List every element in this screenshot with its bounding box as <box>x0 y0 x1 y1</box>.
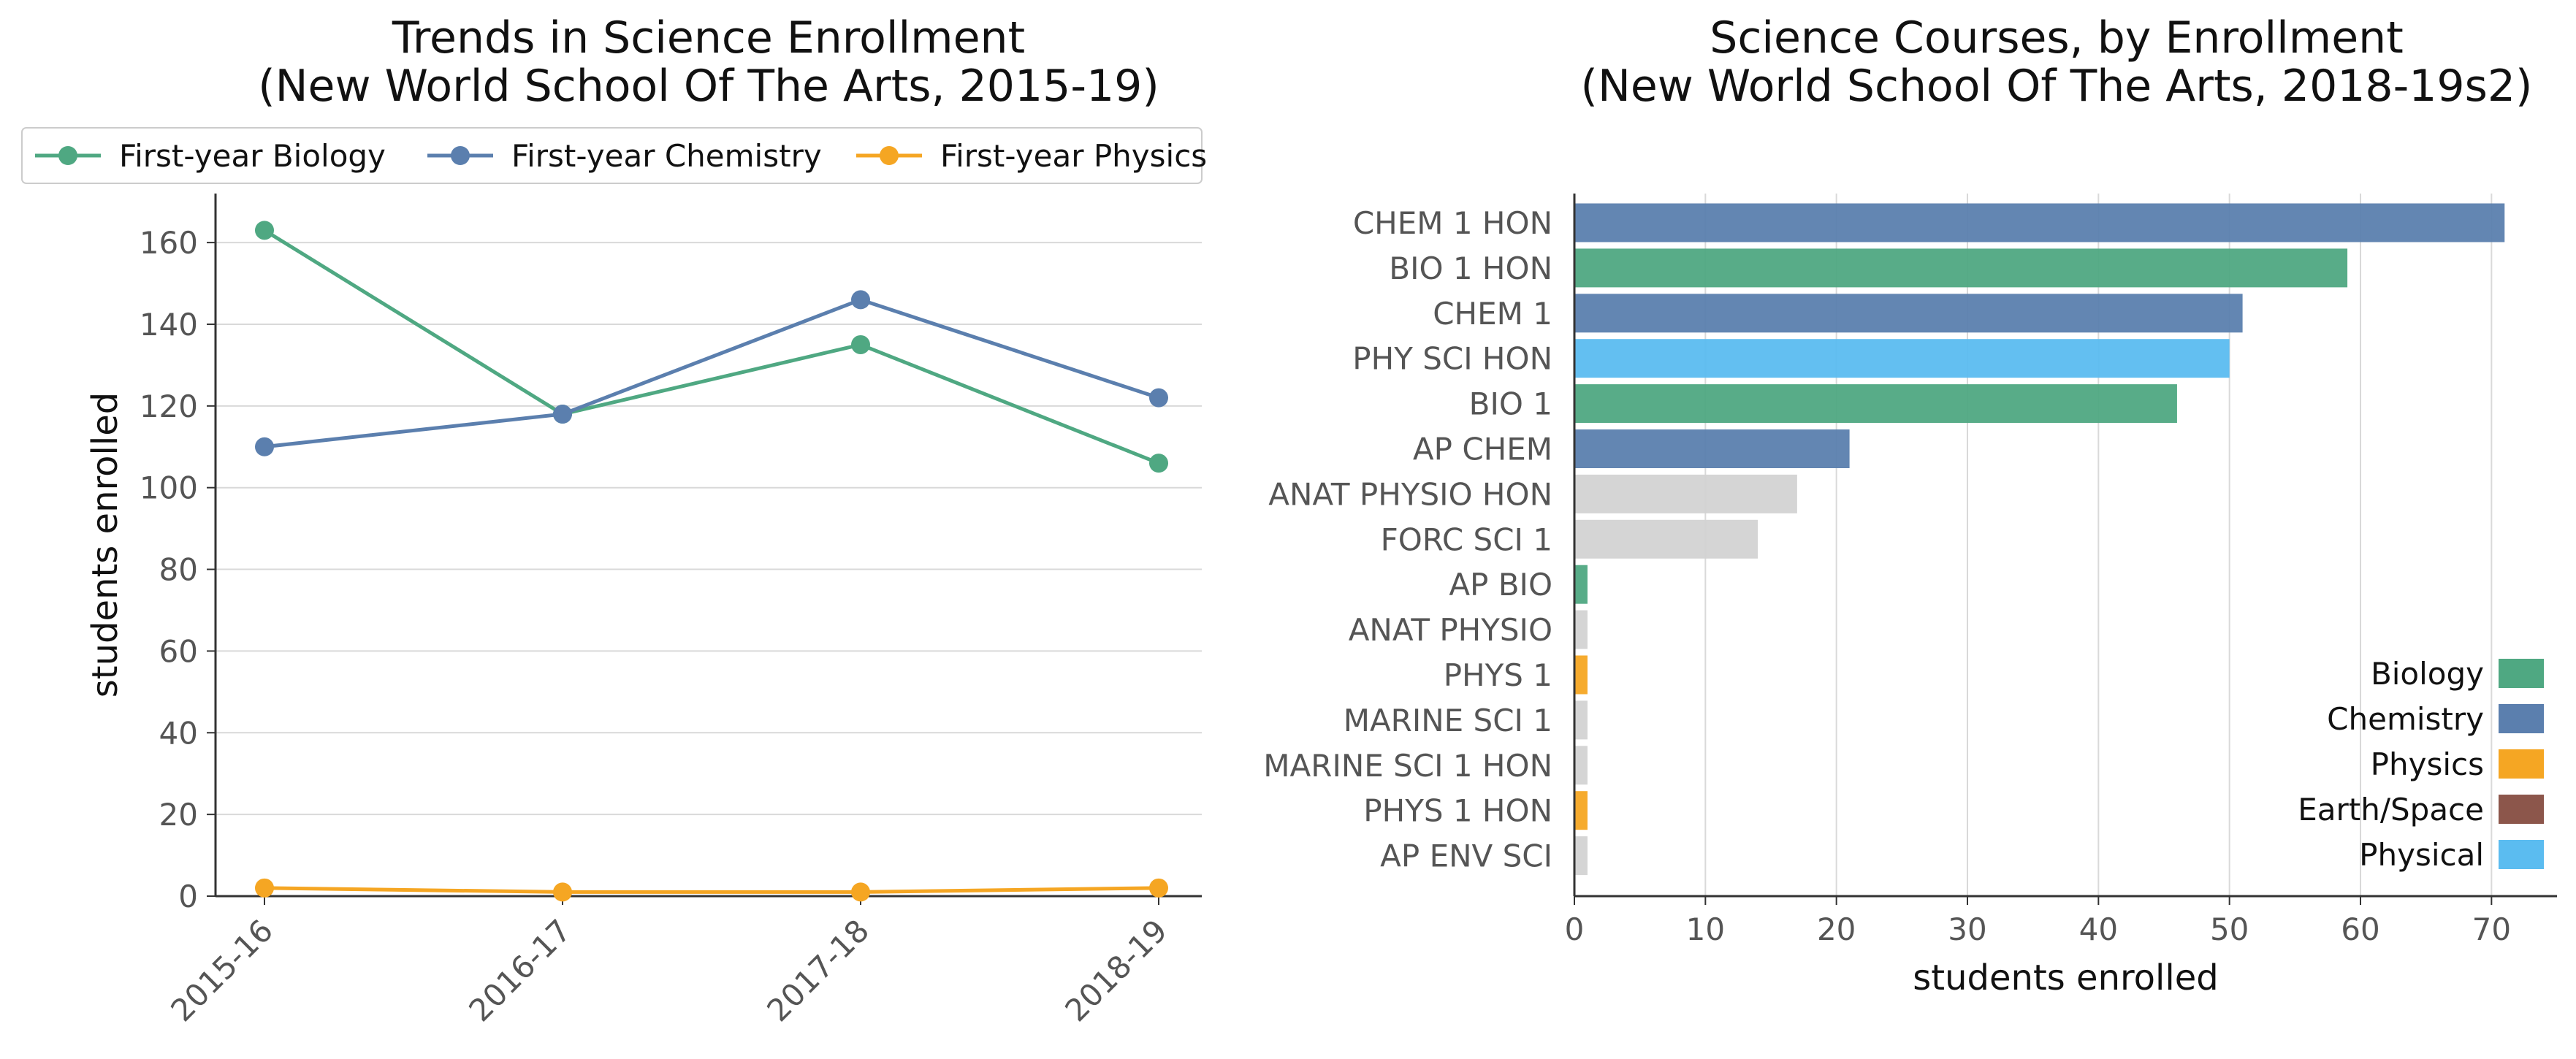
data-point <box>851 334 870 354</box>
x-tick-label: 50 <box>2210 911 2249 947</box>
chart-title-line: (New World School Of The Arts, 2015-19) <box>258 61 1159 112</box>
chart-title-line: Trends in Science Enrollment <box>392 12 1025 64</box>
x-tick-label: 70 <box>2472 911 2511 947</box>
legend-label: First-year Biology <box>119 138 386 174</box>
legend-label: Physical <box>2359 837 2484 873</box>
x-tick-label: 2016-17 <box>462 912 578 1028</box>
category-label: AP ENV SCI <box>1380 838 1552 874</box>
y-tick-label: 100 <box>140 470 198 506</box>
y-tick-label: 160 <box>140 225 198 261</box>
x-axis-label: students enrolled <box>1913 957 2218 998</box>
bar <box>1574 836 1588 876</box>
series-line <box>263 229 1159 465</box>
data-point <box>255 878 274 898</box>
series-line <box>264 886 1159 894</box>
x-tick-label: 20 <box>1817 911 1856 947</box>
category-label: AP BIO <box>1449 567 1552 603</box>
legend-swatch-marker <box>451 146 470 165</box>
bar <box>1574 384 2177 424</box>
category-label: ANAT PHYSIO HON <box>1268 476 1552 512</box>
y-tick-label: 140 <box>140 307 198 343</box>
x-tick-label: 40 <box>2079 911 2118 947</box>
chart-title-line: (New World School Of The Arts, 2018-19s2… <box>1581 61 2533 112</box>
bar <box>1574 610 1588 649</box>
x-tick-label: 10 <box>1686 911 1725 947</box>
bar <box>1574 700 1588 740</box>
category-label: BIO 1 HON <box>1389 251 1552 286</box>
legend-swatch <box>2499 749 2544 779</box>
category-label: PHYS 1 <box>1444 657 1552 693</box>
bar <box>1574 203 2505 242</box>
x-tick-label: 2017-18 <box>760 912 876 1028</box>
category-label: PHYS 1 HON <box>1363 793 1552 829</box>
category-label: FORC SCI 1 <box>1381 521 1552 557</box>
legend: Biology Chemistry Physics Earth/Space Physic… <box>2298 656 2544 873</box>
series-line <box>264 297 1159 449</box>
bar <box>1574 565 1588 604</box>
category-label: CHEM 1 HON <box>1353 205 1552 241</box>
y-tick-label: 40 <box>159 715 198 751</box>
chart-title-line: Science Courses, by Enrollment <box>1710 12 2403 64</box>
data-point <box>1149 878 1168 898</box>
data-point <box>553 882 572 902</box>
data-point <box>1149 388 1168 408</box>
bar <box>1574 791 1588 830</box>
bar-chart: Science Courses, by Enrollment(New World… <box>1263 12 2557 998</box>
bar <box>1574 429 1850 468</box>
x-tick-label: 60 <box>2341 911 2379 947</box>
y-tick-label: 20 <box>159 797 198 833</box>
y-tick-label: 60 <box>159 633 198 669</box>
legend-swatch-marker <box>880 146 899 165</box>
bar <box>1574 746 1588 785</box>
legend-label: Biology <box>2371 656 2484 692</box>
y-axis-label: students enrolled <box>85 392 126 697</box>
data-point <box>1149 454 1168 473</box>
y-tick-label: 120 <box>140 389 198 424</box>
legend-swatch-marker <box>58 146 77 165</box>
bar <box>1574 294 2243 333</box>
category-label: AP CHEM <box>1413 432 1552 467</box>
category-label: ANAT PHYSIO <box>1349 612 1552 648</box>
y-tick-label: 0 <box>178 879 198 914</box>
legend-swatch <box>2499 659 2544 688</box>
bar <box>1574 474 1797 513</box>
x-tick-label: 2015-16 <box>164 912 280 1028</box>
category-label: MARINE SCI 1 HON <box>1263 748 1552 784</box>
legend-box <box>21 127 1203 184</box>
legend-swatch <box>2499 704 2544 733</box>
bar <box>1574 339 2230 378</box>
legend-label: Physics <box>2371 746 2484 782</box>
legend-label: First-year Physics <box>940 138 1207 174</box>
line-chart: Trends in Science Enrollment(New World S… <box>21 12 1207 1028</box>
legend-swatch <box>2499 840 2544 869</box>
category-label: BIO 1 <box>1469 386 1552 422</box>
data-point <box>255 437 274 456</box>
legend-label: Chemistry <box>2327 701 2484 737</box>
data-point <box>255 221 274 240</box>
category-label: PHY SCI HON <box>1352 341 1552 377</box>
x-tick-label: 2018-19 <box>1058 912 1174 1028</box>
data-point <box>851 882 870 902</box>
bar <box>1574 248 2348 288</box>
category-label: CHEM 1 <box>1433 296 1552 332</box>
legend-label: Earth/Space <box>2298 792 2484 827</box>
legend-label: First-year Chemistry <box>511 138 822 174</box>
data-point <box>553 405 572 424</box>
legend: First-year Biology First-year Chemistry Fi… <box>21 127 1207 184</box>
bar <box>1574 655 1588 695</box>
y-tick-label: 80 <box>159 552 198 588</box>
legend-swatch <box>2499 795 2544 824</box>
data-point <box>851 290 870 310</box>
x-tick-label: 30 <box>1948 911 1986 947</box>
category-label: MARINE SCI 1 <box>1344 703 1552 738</box>
bar <box>1574 519 1758 559</box>
x-tick-label: 0 <box>1565 911 1585 947</box>
